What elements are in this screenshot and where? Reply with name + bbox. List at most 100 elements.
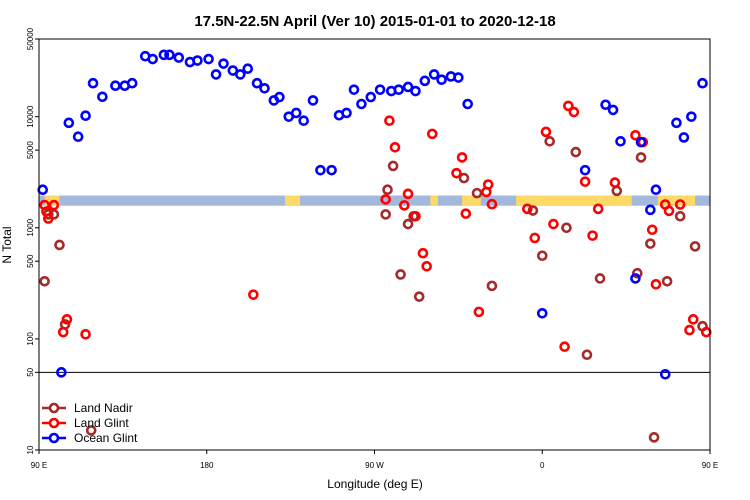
land-glint-point [486,198,498,210]
ocean-glint-point [374,84,386,95]
ocean-glint-point [410,85,421,97]
land-glint-point [43,213,54,224]
ocean-glint-point [356,98,367,110]
ocean-glint-point [126,77,138,89]
ocean-glint-point [110,80,121,91]
chart-title: 17.5N-22.5N April (Ver 10) 2015-01-01 to… [194,13,555,30]
ocean-glint-point [650,184,662,196]
ocean-glint-point [235,69,246,80]
land-nadir-point [387,160,399,172]
ocean-glint-point [436,74,447,86]
land-nadir-point [561,222,572,234]
ocean-glint-point [290,107,302,119]
ocean-glint-point [419,75,431,87]
land-nadir-point [661,275,673,287]
x-tick-label: 90 E [31,461,47,470]
land-nadir-point [527,205,539,216]
ocean-glint-point [659,369,671,380]
ocean-glint-point [671,117,682,129]
land-glint-point [384,115,395,126]
land-glint-point [57,326,69,338]
land-glint-point [48,199,60,211]
ocean-glint-point [158,49,170,61]
x-axis: 90 E 180 90 W 0 90 E [31,450,718,470]
x-axis-label: Longitude (deg E) [327,477,422,491]
ocean-glint-point [697,77,708,89]
land-glint-point [674,199,686,210]
ocean-glint-point [600,99,611,111]
land-glint-point [687,314,699,325]
land-glint-point [482,179,494,190]
ocean-glint-point [210,69,222,80]
land-nadir-point [570,146,582,158]
legend-marker [48,417,60,429]
y-tick-label: 50000 [26,27,35,50]
ocean-glint-point [251,77,263,89]
legend-item: Land Nadir [42,401,133,415]
land-glint-point [456,152,468,163]
y-tick-label: 500 [26,254,35,268]
land-glint-point [529,232,541,244]
ocean-glint-point [147,53,158,65]
legend-label: Land Nadir [74,401,133,415]
ocean-glint-point [37,184,49,196]
land-glint-point [399,200,410,211]
x-tick-label: 90 W [365,461,384,470]
land-glint-point [380,194,391,205]
ocean-glint-point [348,84,360,95]
land-nadir-point [674,210,686,222]
ocean-glint-point [173,52,185,63]
ocean-glint-point [56,367,67,378]
ocean-glint-point [259,83,270,94]
land-band-segment [462,195,481,206]
land-glint-point [417,247,429,259]
ocean-glint-point [80,110,91,122]
ocean-glint-point [428,69,440,80]
ocean-glint-point [686,111,697,122]
legend-label: Ocean Glint [74,431,138,445]
ocean-glint-point [315,164,326,176]
land-nadir-point [413,291,425,302]
land-glint-point [522,203,533,215]
ocean-glint-point [607,104,619,116]
land-glint-point [587,230,598,241]
y-tick-label: 100 [26,332,35,346]
land-glint-point [460,208,472,219]
land-nadir-point [402,218,414,230]
ocean-glint-point [579,164,591,176]
land-glint-point [80,328,91,340]
ocean-glint-point [164,49,175,61]
data-points [37,49,712,443]
land-glint-point [540,126,552,138]
land-glint-point [646,224,658,236]
land-glint-point [684,324,695,336]
y-tick-label: 10 [26,445,35,454]
land-nadir-point [536,250,548,262]
land-nadir-point [395,269,406,280]
land-glint-point [402,188,414,200]
ocean-glint-point [307,95,319,106]
land-nadir-point [458,172,470,184]
land-glint-point [248,289,259,300]
land-nadir-point [382,184,393,196]
ocean-glint-point [402,81,414,93]
land-band-segment [657,195,696,206]
legend-label: Land Glint [74,416,129,430]
land-glint-point [426,128,438,140]
land-nadir-point [54,239,65,251]
ocean-glint-point [63,117,75,129]
ocean-glint-point [645,204,656,216]
y-tick-label: 5000 [26,141,35,159]
legend-item: Land Glint [42,416,129,430]
land-band-segment [430,195,438,206]
land-nadir-point [581,349,593,361]
land-glint-point [609,177,621,188]
y-axis: 10 50 100 500 1000 5000 10000 50000 [26,27,39,454]
land-glint-point [663,205,675,217]
land-glint-point [473,306,485,318]
y-tick-label: 10000 [26,105,35,128]
y-tick-label: 50 [26,367,35,376]
ocean-glint-point [298,115,309,126]
